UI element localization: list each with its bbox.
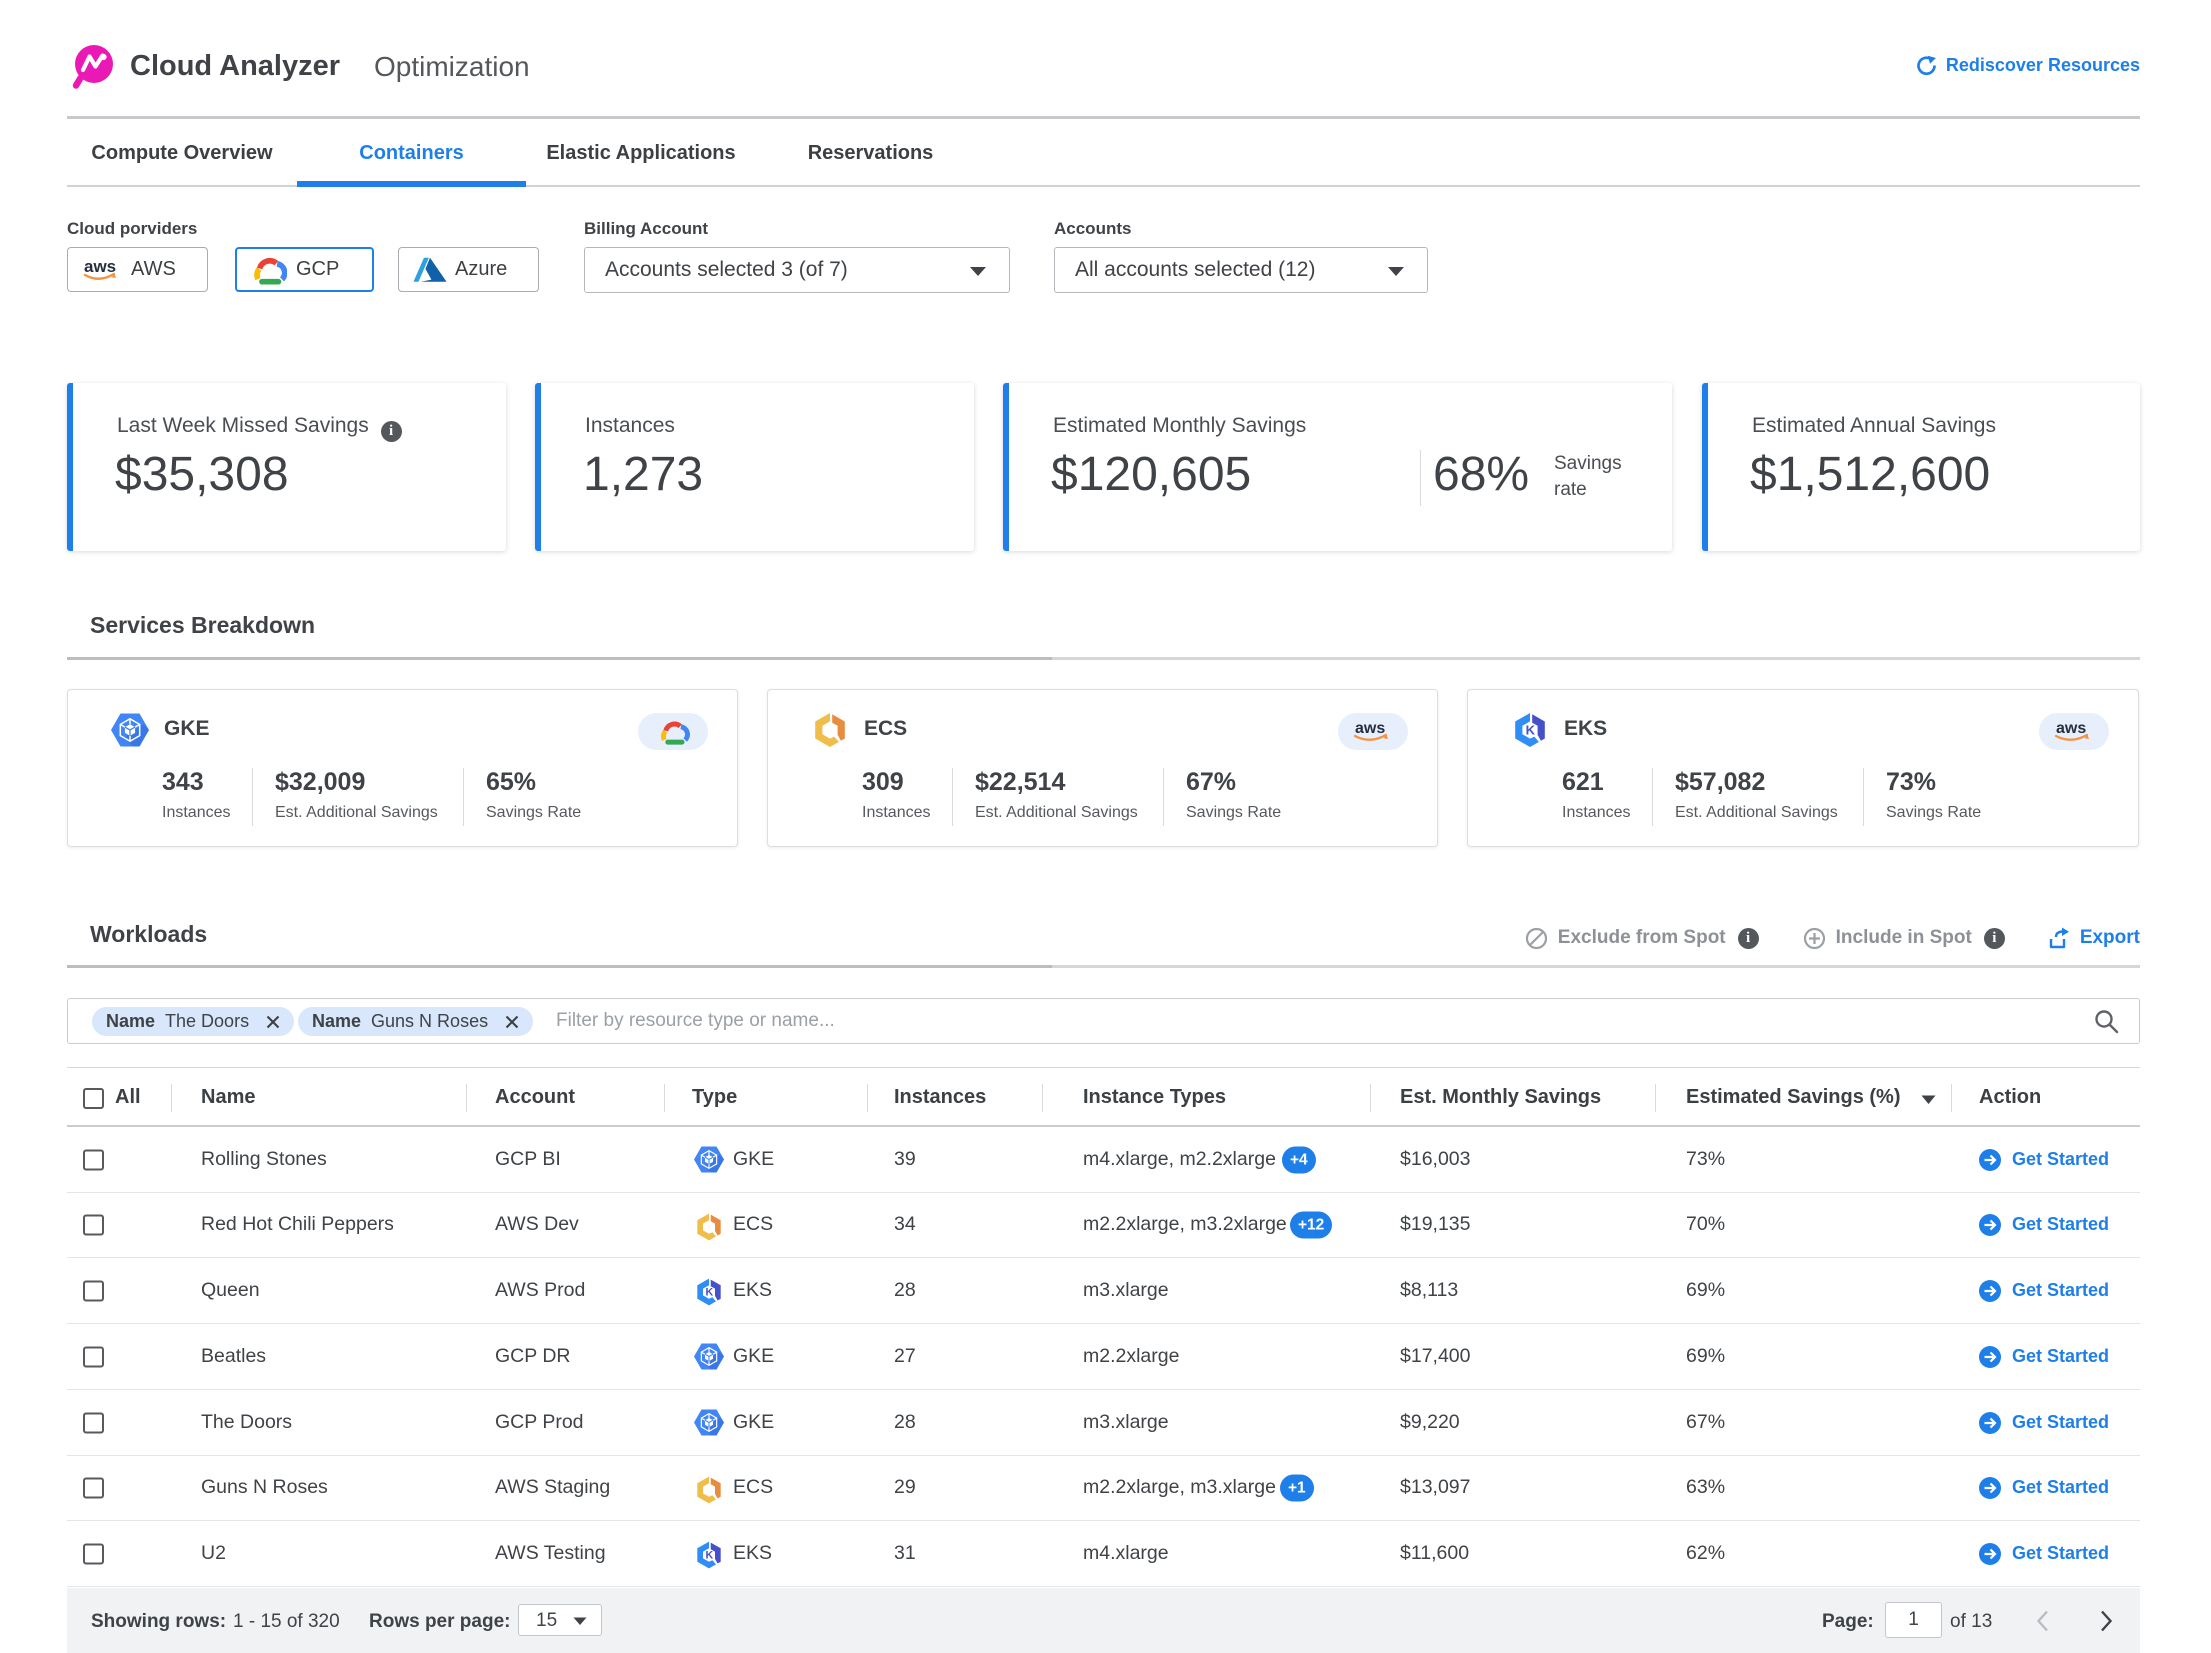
svg-text:K: K: [1526, 723, 1536, 738]
svg-text:aws: aws: [1355, 720, 1385, 737]
svg-text:aws: aws: [2056, 720, 2086, 737]
svg-text:K: K: [706, 1550, 714, 1562]
svg-text:aws: aws: [84, 257, 116, 276]
svg-text:K: K: [706, 1287, 714, 1299]
